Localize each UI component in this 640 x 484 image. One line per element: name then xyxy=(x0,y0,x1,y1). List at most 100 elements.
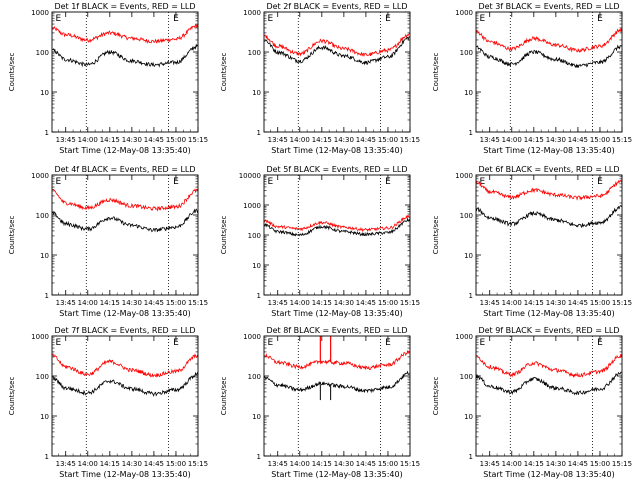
y-tick-label: 1 xyxy=(469,453,473,461)
panel-det-4: Det 4f BLACK = Events, RED = LLD Counts/s… xyxy=(8,165,208,318)
y-tick-label: 1 xyxy=(257,453,261,461)
x-tick-label: 14:45 xyxy=(144,460,164,468)
x-tick-label: 14:45 xyxy=(356,460,376,468)
y-tick-label: 10000 xyxy=(239,172,261,180)
x-tick-label: 13:45 xyxy=(56,299,76,307)
y-tick-label: 10 xyxy=(464,252,473,260)
y-tick-label: 100 xyxy=(248,49,261,57)
x-tick-label: 14:15 xyxy=(312,299,332,307)
x-tick-label: 14:00 xyxy=(502,460,522,468)
x-axis-label: Start Time (12-May-08 13:35:40) xyxy=(483,146,614,155)
y-tick-label: 1000 xyxy=(243,333,261,341)
panel-title: Det 9f BLACK = Events, RED = LLD xyxy=(478,326,619,335)
e-marker-label: E xyxy=(385,177,391,187)
y-tick-label: 10 xyxy=(40,252,49,260)
x-tick-label: 14:30 xyxy=(334,136,354,144)
x-tick-label: 14:30 xyxy=(122,299,142,307)
x-tick-label: 14:15 xyxy=(312,136,332,144)
series-line-black xyxy=(52,208,199,233)
x-tick-label: 13:45 xyxy=(56,460,76,468)
series-line-red xyxy=(264,32,411,57)
series-line-red xyxy=(476,179,623,201)
series-line-red xyxy=(476,28,623,53)
x-tick-label: 14:45 xyxy=(568,460,588,468)
e-marker-label: E xyxy=(480,338,486,348)
x-axis-label: Start Time (12-May-08 13:35:40) xyxy=(271,470,402,479)
x-tick-label: 14:00 xyxy=(290,460,310,468)
y-tick-label: 1 xyxy=(257,292,261,300)
y-axis-label: Counts/sec xyxy=(220,377,228,416)
e-marker-label: E xyxy=(597,177,603,187)
x-tick-label: 14:15 xyxy=(100,299,120,307)
plot-frame xyxy=(263,11,411,133)
e-marker-label: E xyxy=(173,338,179,348)
panel-det-6: Det 6f BLACK = Events, RED = LLD Counts/s… xyxy=(432,165,632,318)
series-line-red xyxy=(264,350,411,370)
panel-title: Det 6f BLACK = Events, RED = LLD xyxy=(478,165,619,174)
plot-frame xyxy=(51,11,199,133)
y-tick-label: 100 xyxy=(248,373,261,381)
x-axis-label: Start Time (12-May-08 13:35:40) xyxy=(59,146,190,155)
y-tick-label: 100 xyxy=(460,49,473,57)
x-tick-label: 15:00 xyxy=(590,299,610,307)
y-tick-label: 1000 xyxy=(243,202,261,210)
y-tick-label: 10 xyxy=(252,262,261,270)
e-marker-label: E xyxy=(56,338,62,348)
panel-det-8: Det 8f BLACK = Events, RED = LLD Counts/s… xyxy=(220,326,420,479)
y-axis-label: Counts/sec xyxy=(8,377,16,416)
x-tick-label: 14:15 xyxy=(100,136,120,144)
y-axis-label: Counts/sec xyxy=(432,377,440,416)
x-tick-label: 15:15 xyxy=(612,136,632,144)
x-tick-label: 15:15 xyxy=(612,460,632,468)
e-marker-label: E xyxy=(56,177,62,187)
x-tick-label: 14:45 xyxy=(568,299,588,307)
x-tick-label: 15:15 xyxy=(188,460,208,468)
panel-title: Det 4f BLACK = Events, RED = LLD xyxy=(54,165,195,174)
x-tick-label: 15:00 xyxy=(378,136,398,144)
x-tick-label: 14:45 xyxy=(144,299,164,307)
series-line-red xyxy=(476,353,623,379)
x-tick-label: 13:45 xyxy=(480,136,500,144)
x-tick-label: 14:00 xyxy=(78,136,98,144)
x-tick-label: 13:45 xyxy=(268,460,288,468)
x-tick-label: 14:15 xyxy=(524,136,544,144)
x-tick-label: 14:00 xyxy=(78,299,98,307)
x-tick-label: 15:15 xyxy=(188,299,208,307)
y-axis-label: Counts/sec xyxy=(432,53,440,92)
panel-det-9: Det 9f BLACK = Events, RED = LLD Counts/s… xyxy=(432,326,632,479)
panel-det-1: Det 1f BLACK = Events, RED = LLD Counts/s… xyxy=(8,2,208,155)
x-tick-label: 14:15 xyxy=(524,299,544,307)
x-tick-label: 14:30 xyxy=(546,460,566,468)
y-tick-label: 10 xyxy=(252,89,261,97)
plot-frame xyxy=(475,335,623,457)
x-tick-label: 14:45 xyxy=(144,136,164,144)
e-marker-label: E xyxy=(268,177,274,187)
y-tick-label: 1 xyxy=(45,292,49,300)
series-line-red xyxy=(264,214,411,233)
plot-frame xyxy=(51,335,199,457)
e-marker-label: E xyxy=(597,338,603,348)
panel-title: Det 7f BLACK = Events, RED = LLD xyxy=(54,326,195,335)
y-tick-label: 1 xyxy=(45,129,49,137)
e-marker-label: E xyxy=(173,177,179,187)
panel-title: Det 3f BLACK = Events, RED = LLD xyxy=(478,2,619,11)
y-tick-label: 1000 xyxy=(455,333,473,341)
series-line-black xyxy=(52,43,199,68)
y-tick-label: 10 xyxy=(464,413,473,421)
x-tick-label: 13:45 xyxy=(480,460,500,468)
y-tick-label: 100 xyxy=(36,49,49,57)
x-tick-label: 15:00 xyxy=(166,299,186,307)
series-line-red xyxy=(52,352,199,378)
series-line-black xyxy=(264,370,411,394)
y-tick-label: 10 xyxy=(40,413,49,421)
plot-frame xyxy=(263,335,411,457)
series-line-black xyxy=(476,44,623,69)
y-tick-label: 1000 xyxy=(31,333,49,341)
y-axis-label: Counts/sec xyxy=(432,216,440,255)
panel-title: Det 1f BLACK = Events, RED = LLD xyxy=(54,2,195,11)
series-line-black xyxy=(264,36,411,66)
e-marker-label: E xyxy=(268,338,274,348)
y-tick-label: 100 xyxy=(36,373,49,381)
x-axis-label: Start Time (12-May-08 13:35:40) xyxy=(271,146,402,155)
